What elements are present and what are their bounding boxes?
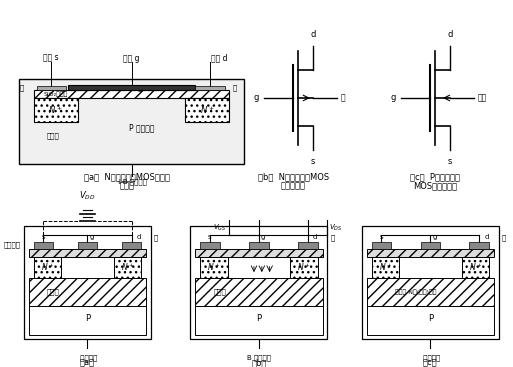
- Bar: [122, 242, 142, 250]
- Text: $N^+$: $N^+$: [297, 262, 311, 273]
- Bar: [19, 79, 244, 164]
- Bar: [367, 250, 494, 257]
- Bar: [114, 257, 142, 278]
- Text: $N^+$: $N^+$: [41, 262, 54, 273]
- Text: （c）: （c）: [423, 359, 438, 367]
- Text: 栅极 g: 栅极 g: [123, 54, 140, 63]
- Text: 耗尽层: 耗尽层: [47, 132, 60, 139]
- Text: ↓B 衬底引线: ↓B 衬底引线: [116, 178, 147, 185]
- Bar: [77, 242, 97, 250]
- Text: 耗尽层: 耗尽层: [47, 289, 60, 295]
- Text: $V_{DD}$: $V_{DD}$: [79, 190, 96, 202]
- Text: 铝: 铝: [154, 235, 159, 241]
- Bar: [190, 226, 327, 339]
- Bar: [371, 257, 399, 278]
- Text: B 衬底引线: B 衬底引线: [247, 355, 271, 361]
- Bar: [249, 242, 269, 250]
- Text: $N^+$: $N^+$: [379, 262, 392, 273]
- Text: $V_{DS}$: $V_{DS}$: [329, 223, 343, 233]
- Text: P: P: [428, 314, 433, 323]
- Text: $N^+$: $N^+$: [200, 105, 214, 116]
- Bar: [185, 98, 229, 121]
- Bar: [469, 242, 489, 250]
- Text: s: s: [208, 234, 212, 240]
- Bar: [462, 257, 489, 278]
- Text: $V_{GS}$: $V_{GS}$: [213, 223, 227, 233]
- Text: 衬底引线: 衬底引线: [78, 355, 97, 361]
- Bar: [195, 250, 323, 257]
- Text: 铝: 铝: [330, 235, 334, 241]
- Bar: [36, 86, 66, 90]
- Text: （b）: （b）: [251, 359, 267, 367]
- Text: d: d: [136, 234, 141, 240]
- Text: （c）  P沟道增强型: （c） P沟道增强型: [410, 172, 460, 181]
- Text: g: g: [253, 94, 259, 102]
- Text: $N^+$: $N^+$: [469, 262, 482, 273]
- Text: 示意图: 示意图: [119, 182, 134, 190]
- Text: $N^+$: $N^+$: [121, 262, 134, 273]
- Text: 二氧化硅: 二氧化硅: [4, 241, 21, 248]
- Bar: [29, 250, 146, 257]
- Bar: [290, 257, 318, 278]
- Text: 铝: 铝: [232, 84, 236, 91]
- Text: P 型硅衬底: P 型硅衬底: [129, 124, 154, 133]
- Text: 耗尽层 N型(感生)沟道: 耗尽层 N型(感生)沟道: [395, 289, 437, 295]
- Text: P: P: [256, 314, 262, 323]
- Text: d: d: [484, 234, 488, 240]
- Text: （a）: （a）: [80, 359, 95, 367]
- Bar: [200, 242, 220, 250]
- Text: g: g: [261, 234, 265, 240]
- Bar: [33, 257, 61, 278]
- Text: 衬: 衬: [340, 94, 345, 102]
- Bar: [362, 226, 499, 339]
- Bar: [195, 302, 323, 335]
- Text: 衬底引线: 衬底引线: [421, 355, 440, 361]
- Text: d: d: [313, 234, 317, 240]
- Bar: [33, 242, 53, 250]
- Text: s: s: [310, 157, 315, 166]
- Text: 源极 s: 源极 s: [44, 54, 59, 63]
- Bar: [421, 242, 440, 250]
- Text: $N^+$: $N^+$: [207, 262, 221, 273]
- Bar: [33, 90, 229, 98]
- Text: s: s: [42, 234, 45, 240]
- Text: s: s: [380, 234, 383, 240]
- Text: SiO₂绝缘层: SiO₂绝缘层: [44, 91, 68, 97]
- Bar: [367, 302, 494, 335]
- Bar: [298, 242, 318, 250]
- Text: s: s: [448, 157, 452, 166]
- Text: d: d: [310, 30, 315, 39]
- Bar: [195, 86, 225, 90]
- Text: （b）  N沟道增强型MOS: （b） N沟道增强型MOS: [258, 172, 329, 181]
- Text: $N^+$: $N^+$: [48, 105, 63, 116]
- Text: 铝: 铝: [137, 84, 142, 91]
- Text: 衬底: 衬底: [477, 94, 486, 102]
- Bar: [371, 242, 391, 250]
- Bar: [29, 278, 146, 306]
- Bar: [200, 257, 228, 278]
- Bar: [68, 85, 195, 90]
- Text: g: g: [89, 234, 94, 240]
- Bar: [33, 98, 77, 121]
- Text: 漏极 d: 漏极 d: [211, 54, 228, 63]
- Text: （a）  N沟道增强型MOS管结构: （a） N沟道增强型MOS管结构: [84, 172, 170, 181]
- Text: P: P: [85, 314, 90, 323]
- Text: 管代表符号: 管代表符号: [281, 182, 306, 190]
- Text: 铝: 铝: [19, 84, 24, 91]
- Text: g: g: [390, 94, 396, 102]
- Bar: [29, 302, 146, 335]
- Text: d: d: [447, 30, 452, 39]
- Bar: [367, 278, 494, 306]
- Text: 铝: 铝: [502, 235, 506, 241]
- Bar: [24, 226, 151, 339]
- Text: MOS管代表符号: MOS管代表符号: [413, 182, 457, 190]
- Bar: [195, 278, 323, 306]
- Text: 耗尽层: 耗尽层: [213, 289, 226, 295]
- Text: g: g: [432, 234, 437, 240]
